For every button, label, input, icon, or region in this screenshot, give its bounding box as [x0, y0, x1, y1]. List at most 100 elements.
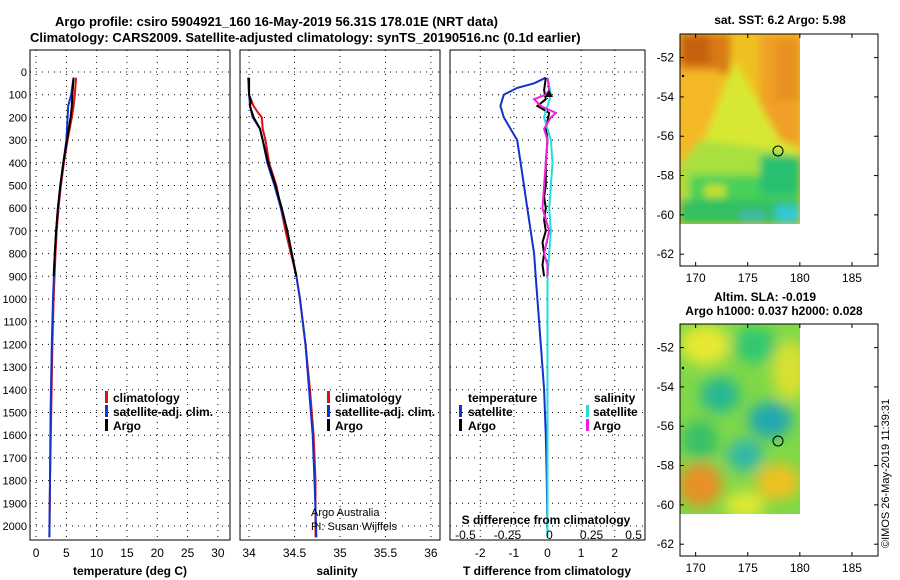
x-tick-label: 34	[242, 546, 256, 560]
salinity-legend: climatology satellite-adj. clim. Argo	[327, 391, 435, 433]
map-lon-label: 185	[842, 561, 862, 575]
sla-map-axes: 170 175 180 185 -52 -54 -56 -58 -60 -62	[657, 324, 878, 575]
figure-title-line2: Climatology: CARS2009. Satellite-adjuste…	[30, 30, 581, 45]
x-tick-label: 20	[151, 546, 165, 560]
series-line-satellite-adj-clim-	[48, 77, 75, 538]
t-difference-axis-title: T difference from climatology	[463, 564, 631, 578]
sst-map-frame	[679, 33, 879, 267]
x-tick-label: 10	[90, 546, 104, 560]
map-lon-label: 180	[790, 271, 810, 285]
legend-heading-salinity: salinity	[594, 391, 636, 405]
depth-tick-label: 400	[9, 158, 27, 170]
depth-tick-label: 1600	[3, 430, 27, 442]
legend-swatch-climatology	[327, 391, 330, 403]
x-tick-label: 34.5	[283, 546, 307, 560]
legend-label-satellite: satellite-adj. clim.	[113, 405, 213, 419]
map-lat-label: -62	[657, 247, 675, 261]
sla-argo-position-marker	[772, 435, 784, 447]
depth-tick-label: 800	[9, 249, 27, 261]
map-lat-label: -56	[657, 129, 675, 143]
depth-tick-label: 1900	[3, 498, 27, 510]
legend-swatch-satellite	[105, 405, 108, 417]
depth-tick-label: 500	[9, 181, 27, 193]
legend-swatch-satellite	[327, 405, 330, 417]
legend-heading-temperature: temperature	[468, 391, 538, 405]
x2-tick-label: 0	[546, 528, 553, 542]
series-line-salinity-argo	[532, 77, 558, 277]
sst-heatmap	[680, 34, 800, 224]
legend-label-t-satellite: satellite	[468, 405, 513, 419]
sst-argo-position-marker	[772, 145, 784, 157]
s-difference-axis-title: S difference from climatology	[462, 513, 631, 527]
series-line-satellite-adj-clim-	[247, 77, 318, 538]
map-lat-label: -56	[657, 419, 675, 433]
x-tick-label: 30	[211, 546, 225, 560]
credit-line-1: Argo Australia	[311, 507, 380, 519]
depth-tick-label: 2000	[3, 521, 27, 533]
depth-tick-label: 1100	[3, 317, 27, 329]
series-line-salinity-satellite	[543, 77, 554, 538]
x-tick-label: 15	[120, 546, 134, 560]
credit-line-2: PI: Susan Wijffels	[311, 521, 397, 533]
map-lat-label: -54	[657, 90, 675, 104]
depth-tick-label: 300	[9, 135, 27, 147]
map-lat-label: -52	[657, 341, 675, 355]
x2-tick-label: 0.25	[580, 528, 604, 542]
depth-axis-labels: 0 100 200 300 400 500 600 700 800 900 1000 1100 1200…	[3, 67, 27, 533]
depth-tick-label: 1000	[3, 294, 27, 306]
series-line-temperature-argo	[535, 77, 551, 277]
x-tick-label: 25	[181, 546, 195, 560]
legend-label-climatology: climatology	[113, 391, 180, 405]
series-line-temperature-satellite	[499, 76, 549, 538]
dotted-gridlines	[30, 50, 645, 540]
depth-tick-label: 1800	[3, 476, 27, 488]
salinity-lines	[247, 77, 318, 538]
temperature-panel-frame	[29, 49, 231, 541]
x2-tick-label: 0.5	[625, 528, 642, 542]
map-lon-label: 175	[738, 271, 758, 285]
sla-map-frame	[679, 323, 879, 557]
x-tick-label: 0	[33, 546, 40, 560]
depth-tick-label: 1200	[3, 339, 27, 351]
sla-map-title-line1: Altim. SLA: -0.019	[714, 290, 816, 304]
series-line-climatology	[247, 77, 317, 538]
x-tick-label: 5	[63, 546, 70, 560]
legend-label-s-satellite: satellite	[593, 405, 638, 419]
depth-tick-label: 900	[9, 271, 27, 283]
imos-timestamp: ©IMOS 26-May-2019 11:39:31	[880, 399, 892, 548]
x-tick-label: 35	[333, 546, 347, 560]
series-line-argo	[248, 77, 298, 277]
depth-tick-label: 1400	[3, 385, 27, 397]
map-lon-label: 175	[738, 561, 758, 575]
depth-tick-label: 0	[21, 67, 27, 79]
map-lat-label: -58	[657, 169, 675, 183]
x-tick-label: 36	[424, 546, 438, 560]
series-line-argo	[52, 77, 75, 277]
x-tick-label: 2	[611, 546, 618, 560]
difference-lines	[499, 76, 558, 538]
legend-swatch-s-satellite	[586, 405, 589, 417]
x-tick-label: 35.5	[374, 546, 398, 560]
salinity-axis-title: salinity	[316, 564, 358, 578]
legend-label-argo: Argo	[113, 419, 141, 433]
figure-title-line1: Argo profile: csiro 5904921_160 16-May-2…	[55, 14, 498, 29]
x2-tick-label: -0.5	[455, 528, 476, 542]
legend-label-t-argo: Argo	[468, 419, 496, 433]
x-tick-label: -2	[475, 546, 486, 560]
temperature-axis-title: temperature (deg C)	[73, 564, 187, 578]
temperature-legend: climatology satellite-adj. clim. Argo	[105, 391, 213, 433]
map-lon-label: 180	[790, 561, 810, 575]
legend-label-satellite: satellite-adj. clim.	[335, 405, 435, 419]
sla-coast-dot	[681, 366, 685, 370]
legend-label-argo: Argo	[335, 419, 363, 433]
sst-map-axes: 170 175 180 185 -52 -54 -56 -58 -60 -62	[657, 34, 878, 285]
salinity-panel-frame	[239, 49, 441, 541]
legend-swatch-climatology	[105, 391, 108, 403]
depth-tick-label: 1300	[3, 362, 27, 374]
sst-coast-dot	[681, 74, 685, 78]
sla-map-title-line2: Argo h1000: 0.037 h2000: 0.028	[685, 304, 863, 318]
map-lon-label: 170	[686, 271, 706, 285]
map-lat-label: -54	[657, 380, 675, 394]
difference-legend: temperature salinity satellite Argo sate…	[459, 391, 638, 433]
